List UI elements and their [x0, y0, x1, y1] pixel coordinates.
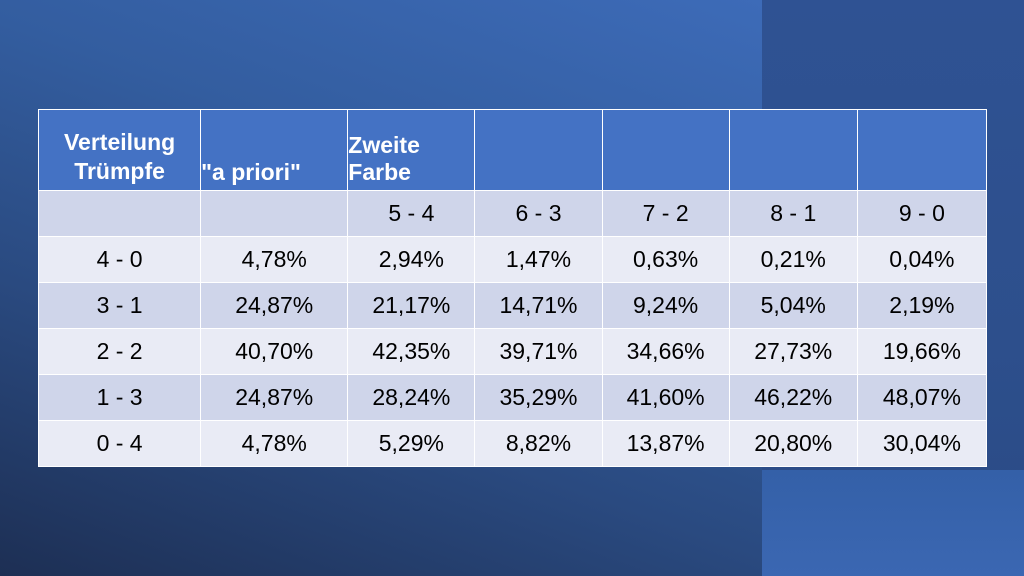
- table-cell: 19,66%: [856, 328, 988, 375]
- table-cell: 8,82%: [474, 420, 603, 467]
- header-a-priori: "a priori": [200, 109, 349, 191]
- table-row: 2 - 2 40,70% 42,35% 39,71% 34,66% 27,73%…: [37, 328, 988, 375]
- table-cell: 5,29%: [347, 420, 476, 467]
- slide-background-right-accent: [762, 470, 1024, 576]
- subheader-cell: 9 - 0: [856, 190, 988, 237]
- table-cell: 2,94%: [347, 236, 476, 283]
- subheader-cell: 7 - 2: [601, 190, 730, 237]
- subheader-cell: 8 - 1: [728, 190, 858, 237]
- header-empty-cell: [728, 109, 858, 191]
- subheader-cell: 6 - 3: [474, 190, 603, 237]
- header-empty-cell: [601, 109, 730, 191]
- table-cell: 40,70%: [200, 328, 349, 375]
- subheader-cell: [37, 190, 202, 237]
- table-cell: 27,73%: [728, 328, 858, 375]
- distribution-table: Verteilung Trümpfe "a priori" Zweite Far…: [37, 109, 988, 467]
- table-cell: 2,19%: [856, 282, 988, 329]
- header-empty-cell: [856, 109, 988, 191]
- table-row: 1 - 3 24,87% 28,24% 35,29% 41,60% 46,22%…: [37, 374, 988, 421]
- row-label-cell: 1 - 3: [37, 374, 202, 421]
- table-row: 3 - 1 24,87% 21,17% 14,71% 9,24% 5,04% 2…: [37, 282, 988, 329]
- table-cell: 21,17%: [347, 282, 476, 329]
- table-cell: 0,21%: [728, 236, 858, 283]
- table-cell: 0,04%: [856, 236, 988, 283]
- table-cell: 4,78%: [200, 420, 349, 467]
- table-cell: 35,29%: [474, 374, 603, 421]
- table-cell: 14,71%: [474, 282, 603, 329]
- header-verteilung-truempfe: Verteilung Trümpfe: [37, 109, 202, 191]
- table-cell: 41,60%: [601, 374, 730, 421]
- table-row: 4 - 0 4,78% 2,94% 1,47% 0,63% 0,21% 0,04…: [37, 236, 988, 283]
- table-cell: 46,22%: [728, 374, 858, 421]
- header-empty-cell: [474, 109, 603, 191]
- subheader-cell: [200, 190, 349, 237]
- header-col0-line1: Verteilung: [63, 129, 176, 155]
- table-cell: 5,04%: [728, 282, 858, 329]
- table-row: 0 - 4 4,78% 5,29% 8,82% 13,87% 20,80% 30…: [37, 420, 988, 467]
- header-zweite-farbe: Zweite Farbe: [347, 109, 476, 191]
- table-cell: 4,78%: [200, 236, 349, 283]
- table-cell: 20,80%: [728, 420, 858, 467]
- table-subheader-row: 5 - 4 6 - 3 7 - 2 8 - 1 9 - 0: [37, 190, 988, 237]
- table-header-row: Verteilung Trümpfe "a priori" Zweite Far…: [37, 109, 988, 191]
- table-cell: 28,24%: [347, 374, 476, 421]
- table-cell: 39,71%: [474, 328, 603, 375]
- table-cell: 0,63%: [601, 236, 730, 283]
- table-cell: 24,87%: [200, 374, 349, 421]
- table-cell: 13,87%: [601, 420, 730, 467]
- table-cell: 48,07%: [856, 374, 988, 421]
- row-label-cell: 3 - 1: [37, 282, 202, 329]
- row-label-cell: 4 - 0: [37, 236, 202, 283]
- table-cell: 34,66%: [601, 328, 730, 375]
- table-cell: 30,04%: [856, 420, 988, 467]
- table-cell: 9,24%: [601, 282, 730, 329]
- header-col0-line2: Trümpfe: [74, 158, 165, 184]
- subheader-cell: 5 - 4: [347, 190, 476, 237]
- row-label-cell: 2 - 2: [37, 328, 202, 375]
- table-cell: 42,35%: [347, 328, 476, 375]
- row-label-cell: 0 - 4: [37, 420, 202, 467]
- table-cell: 1,47%: [474, 236, 603, 283]
- table-cell: 24,87%: [200, 282, 349, 329]
